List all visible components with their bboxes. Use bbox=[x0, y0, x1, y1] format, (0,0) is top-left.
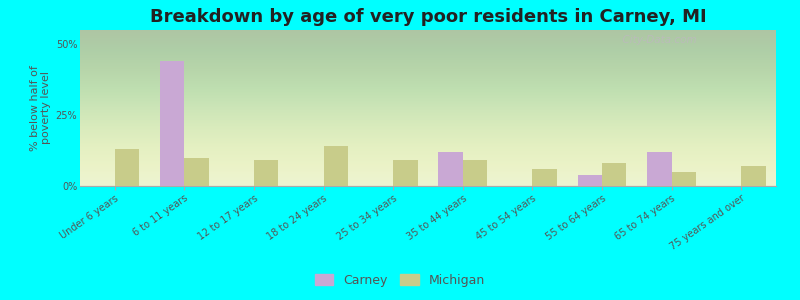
Bar bbox=[115, 149, 139, 186]
Bar bbox=[742, 166, 766, 186]
Bar bbox=[578, 175, 602, 186]
Bar bbox=[533, 169, 557, 186]
Bar bbox=[602, 163, 626, 186]
Bar bbox=[672, 172, 696, 186]
Y-axis label: % below half of
poverty level: % below half of poverty level bbox=[30, 65, 51, 151]
Text: City-Data.com: City-Data.com bbox=[616, 35, 697, 45]
Bar bbox=[185, 158, 209, 186]
Title: Breakdown by age of very poor residents in Carney, MI: Breakdown by age of very poor residents … bbox=[150, 8, 706, 26]
Bar bbox=[438, 152, 462, 186]
Bar bbox=[160, 61, 185, 186]
Bar bbox=[254, 160, 278, 186]
Bar bbox=[647, 152, 672, 186]
Legend: Carney, Michigan: Carney, Michigan bbox=[311, 270, 489, 291]
Bar bbox=[463, 160, 487, 186]
Bar bbox=[323, 146, 348, 186]
Bar bbox=[394, 160, 418, 186]
